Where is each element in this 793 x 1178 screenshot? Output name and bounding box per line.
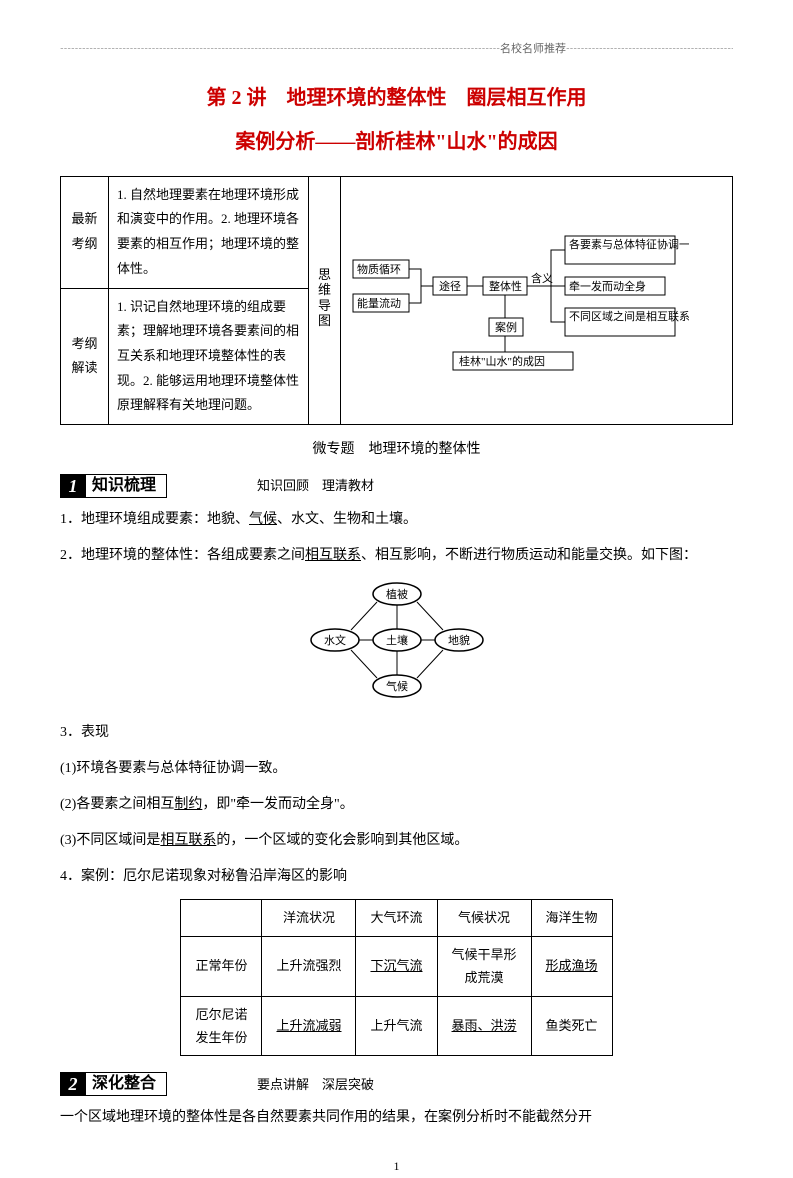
svg-text:土壤: 土壤 — [386, 633, 408, 647]
header-decoration: ┄┄┄┄┄┄┄┄┄┄┄┄┄┄┄┄┄┄┄┄┄┄┄┄┄┄┄┄┄┄┄┄┄┄┄┄┄┄┄┄… — [60, 40, 733, 60]
para-3: 3．表现 — [60, 719, 733, 747]
section-2-title: 深化整合 — [86, 1072, 167, 1096]
outline-mind-label: 思维导图 — [309, 176, 341, 424]
element-diagram: 植被 水文 土壤 地貌 气候 — [60, 580, 733, 709]
para-5: 一个区域地理环境的整体性是各自然要素共同作用的结果，在案例分析时不能截然分开 — [60, 1104, 733, 1132]
svg-text:桂林"山水"的成因: 桂林"山水"的成因 — [459, 354, 545, 368]
svg-text:牵一发而动全身: 牵一发而动全身 — [569, 279, 646, 293]
table-header-row: 洋流状况 大气环流 气候状况 海洋生物 — [181, 900, 612, 936]
outline-r1-label: 最新考纲 — [61, 176, 109, 288]
svg-text:整体性: 整体性 — [489, 279, 522, 293]
table-row: 厄尔尼诺发生年份 上升流减弱 上升气流 暴雨、洪涝 鱼类死亡 — [181, 996, 612, 1056]
page-number: 1 — [60, 1156, 733, 1178]
svg-text:能量流动: 能量流动 — [357, 296, 401, 310]
section-2-num: 2 — [60, 1072, 86, 1096]
para-3-1: (1)环境各要素与总体特征协调一致。 — [60, 755, 733, 783]
para-2: 2．地理环境的整体性：各组成要素之间相互联系、相互影响，不断进行物质运动和能量交… — [60, 542, 733, 570]
svg-text:气候: 气候 — [386, 679, 408, 693]
section-2-head: 2 深化整合 要点讲解 深层突破 — [60, 1072, 733, 1096]
svg-text:各要素与总体特征协调一致: 各要素与总体特征协调一致 — [569, 237, 689, 251]
svg-text:物质循环: 物质循环 — [357, 262, 401, 276]
section-1-num: 1 — [60, 474, 86, 498]
svg-text:不同区域之间是相互联系的: 不同区域之间是相互联系的 — [569, 309, 689, 323]
title-sub: 案例分析——剖析桂林"山水"的成因 — [60, 124, 733, 160]
micro-topic-title: 微专题 地理环境的整体性 — [60, 437, 733, 462]
case-table: 洋流状况 大气环流 气候状况 海洋生物 正常年份 上升流强烈 下沉气流 气候干旱… — [180, 899, 612, 1056]
svg-text:地貌: 地貌 — [448, 633, 470, 647]
mindmap-svg: 物质循环 能量流动 途径 整体性 含义 各要素与总体特征协调一致 牵一发而动全身… — [349, 210, 689, 390]
outline-r2-label: 考纲解读 — [61, 288, 109, 424]
para-3-3: (3)不同区域间是相互联系的，一个区域的变化会影响到其他区域。 — [60, 827, 733, 855]
svg-text:水文: 水文 — [324, 633, 346, 647]
section-1-head: 1 知识梳理 知识回顾 理清教材 — [60, 474, 733, 498]
para-4: 4．案例：厄尔尼诺现象对秘鲁沿岸海区的影响 — [60, 863, 733, 891]
svg-text:案例: 案例 — [495, 320, 517, 334]
svg-text:植被: 植被 — [386, 587, 408, 601]
outline-table: 最新考纲 1. 自然地理要素在地理环境形成和演变中的作用。2. 地理环境各要素的… — [60, 176, 733, 425]
table-row: 正常年份 上升流强烈 下沉气流 气候干旱形成荒漠 形成渔场 — [181, 936, 612, 996]
title-main: 第 2 讲 地理环境的整体性 圈层相互作用 — [60, 80, 733, 116]
outline-r2-text: 1. 识记自然地理环境的组成要素；理解地理环境各要素间的相互关系和地理环境整体性… — [109, 288, 309, 424]
mindmap: 物质循环 能量流动 途径 整体性 含义 各要素与总体特征协调一致 牵一发而动全身… — [341, 176, 733, 424]
svg-text:含义: 含义 — [531, 271, 553, 285]
section-2-note: 要点讲解 深层突破 — [257, 1073, 374, 1096]
section-1-note: 知识回顾 理清教材 — [257, 474, 374, 497]
outline-r1-text: 1. 自然地理要素在地理环境形成和演变中的作用。2. 地理环境各要素的相互作用；… — [109, 176, 309, 288]
section-1-title: 知识梳理 — [86, 474, 167, 498]
para-1: 1．地理环境组成要素：地貌、气候、水文、生物和土壤。 — [60, 506, 733, 534]
para-3-2: (2)各要素之间相互制约，即"牵一发而动全身"。 — [60, 791, 733, 819]
svg-text:途径: 途径 — [439, 279, 461, 293]
